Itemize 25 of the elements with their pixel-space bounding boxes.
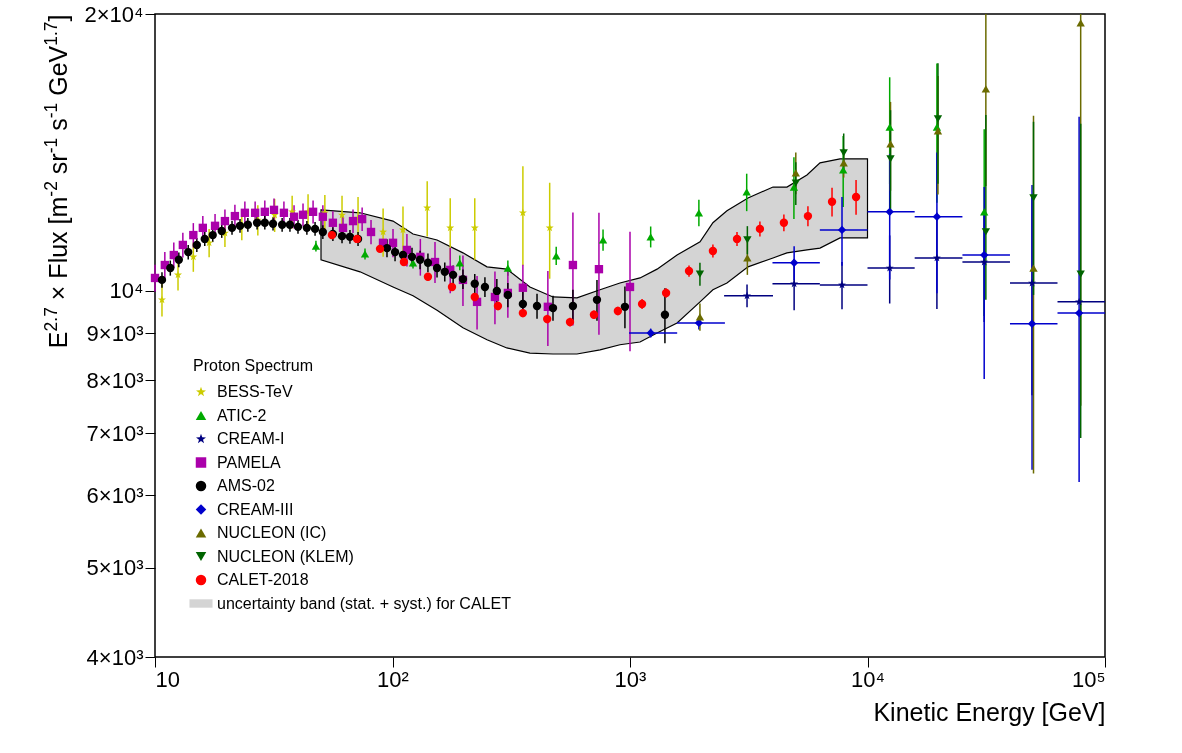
y-tick-label: 2×10⁴: [84, 1, 144, 27]
y-tick-label: 5×10³: [86, 555, 144, 581]
y-tick-label: 8×10³: [86, 367, 144, 393]
legend-label: uncertainty band (stat. + syst.) for CALET: [217, 594, 512, 612]
legend-label: NUCLEON (IC): [217, 524, 327, 542]
x-tick-label: 10: [155, 666, 180, 692]
y-tick-label: 6×10³: [86, 482, 144, 508]
legend-label: AMS-02: [217, 477, 275, 495]
legend-label: BESS-TeV: [217, 383, 293, 401]
x-tick-label: 10⁴: [851, 666, 885, 692]
x-tick-label: 10³: [614, 666, 647, 692]
legend-label: PAMELA: [217, 453, 282, 471]
legend-label: ATIC-2: [217, 406, 267, 424]
y-tick-label: 4×10³: [86, 644, 144, 670]
legend-label: CREAM-III: [217, 500, 294, 518]
x-tick-label: 10²: [377, 666, 409, 692]
legend-label: CALET-2018: [217, 571, 309, 589]
y-tick-label: 10⁴: [109, 278, 144, 304]
y-tick-label: 7×10³: [86, 420, 144, 446]
x-axis-title: Kinetic Energy [GeV]: [873, 697, 1106, 726]
legend-label: NUCLEON (KLEM): [217, 547, 354, 565]
x-tick-label: 10⁵: [1071, 666, 1106, 692]
legend-title: Proton Spectrum: [193, 357, 314, 375]
y-tick-label: 9×10³: [86, 320, 144, 346]
legend-label: CREAM-I: [217, 430, 285, 448]
